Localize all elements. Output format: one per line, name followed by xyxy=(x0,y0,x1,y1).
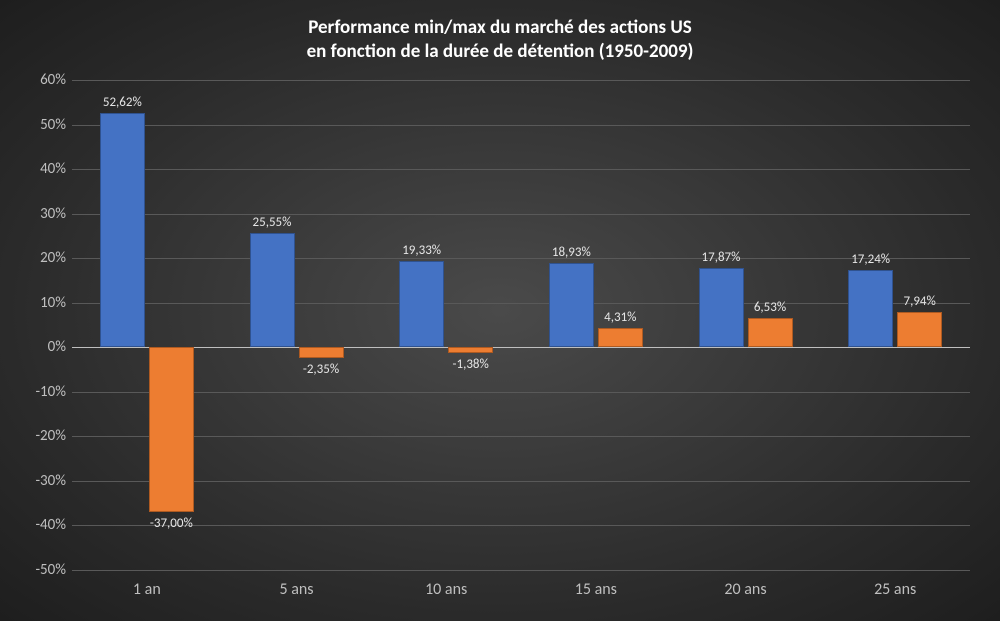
bar-min xyxy=(897,312,942,347)
data-label: 4,31% xyxy=(604,310,636,325)
data-label: 25,55% xyxy=(253,215,292,230)
chart-title: Performance min/max du marché des action… xyxy=(0,16,1000,64)
x-axis-label: 10 ans xyxy=(425,580,467,599)
y-axis-label: 40% xyxy=(6,160,66,178)
x-axis-label: 25 ans xyxy=(874,580,916,599)
bar-max xyxy=(549,263,594,347)
bar-max xyxy=(100,113,145,347)
grid-line xyxy=(72,169,970,170)
y-axis-label: 0% xyxy=(6,338,66,356)
plot-area xyxy=(72,80,970,570)
grid-line xyxy=(72,303,970,304)
y-axis-label: -30% xyxy=(6,472,66,490)
bar-max xyxy=(848,270,893,347)
data-label: 18,93% xyxy=(552,245,591,260)
y-axis-label: -20% xyxy=(6,427,66,445)
data-label: 19,33% xyxy=(402,243,441,258)
grid-line xyxy=(72,525,970,526)
x-axis-label: 5 ans xyxy=(279,580,313,599)
grid-line xyxy=(72,80,970,81)
y-axis-label: 10% xyxy=(6,294,66,312)
bar-max xyxy=(399,261,444,347)
bar-max xyxy=(250,233,295,347)
bar-min xyxy=(299,347,344,357)
grid-line xyxy=(72,392,970,393)
data-label: 7,94% xyxy=(904,294,936,309)
data-label: 52,62% xyxy=(103,95,142,110)
grid-line xyxy=(72,570,970,571)
grid-line xyxy=(72,258,970,259)
data-label: -2,35% xyxy=(303,362,339,377)
grid-line xyxy=(72,481,970,482)
bar-min xyxy=(598,328,643,347)
x-axis-label: 20 ans xyxy=(724,580,766,599)
bar-min xyxy=(149,347,194,512)
y-axis-label: 50% xyxy=(6,116,66,134)
grid-line xyxy=(72,436,970,437)
grid-line xyxy=(72,125,970,126)
data-label: 17,24% xyxy=(851,252,890,267)
y-axis-label: 60% xyxy=(6,71,66,89)
x-axis-label: 15 ans xyxy=(575,580,617,599)
bar-max xyxy=(699,268,744,348)
bar-min xyxy=(448,347,493,353)
x-axis-label: 1 an xyxy=(133,580,161,599)
data-label: -1,38% xyxy=(453,357,489,372)
bar-min xyxy=(748,318,793,347)
data-label: 17,87% xyxy=(702,250,741,265)
grid-line xyxy=(72,214,970,215)
data-label: -37,00% xyxy=(150,516,193,531)
title-line-1: Performance min/max du marché des action… xyxy=(308,16,692,39)
data-label: 6,53% xyxy=(754,300,786,315)
y-axis-label: -50% xyxy=(6,561,66,579)
zero-line xyxy=(72,347,970,348)
y-axis-label: 30% xyxy=(6,205,66,223)
y-axis-label: 20% xyxy=(6,249,66,267)
title-line-2: en fonction de la durée de détention (19… xyxy=(307,40,694,63)
y-axis-label: -10% xyxy=(6,383,66,401)
y-axis-label: -40% xyxy=(6,516,66,534)
